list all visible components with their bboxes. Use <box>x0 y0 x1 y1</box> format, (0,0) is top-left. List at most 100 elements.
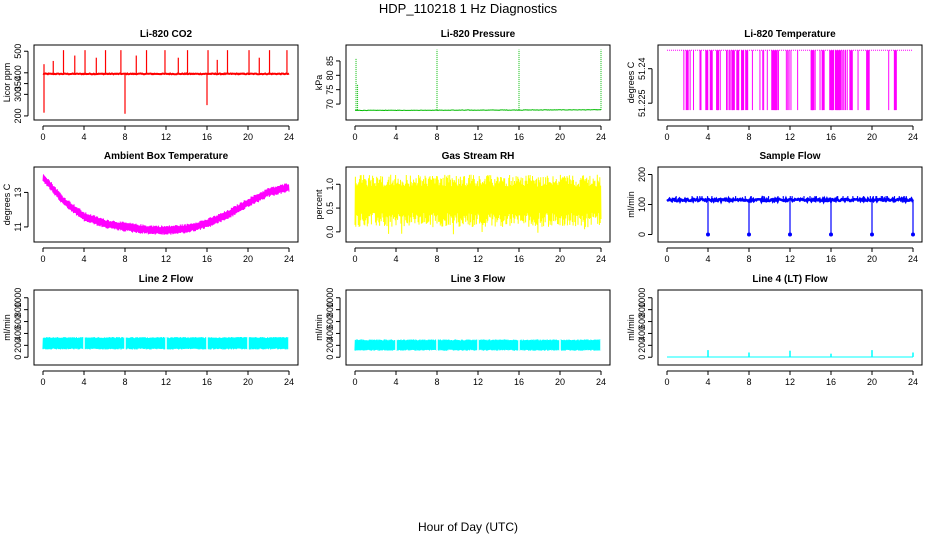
y-tick-label: 400 <box>13 326 23 341</box>
x-tick-label: 16 <box>202 132 212 142</box>
x-tick-label: 4 <box>393 132 398 142</box>
panel-frame <box>345 166 611 243</box>
x-tick-label: 0 <box>664 377 669 387</box>
series-1 <box>42 50 290 114</box>
panel-frame <box>657 44 923 121</box>
y-tick-label: 0 <box>13 355 23 360</box>
x-tick-label: 4 <box>81 254 86 264</box>
y-tick-label: 800 <box>637 302 647 317</box>
x-tick-label: 24 <box>596 132 606 142</box>
x-tick-label: 24 <box>908 377 918 387</box>
x-tick-label: 16 <box>826 132 836 142</box>
y-tick-label: 100 <box>637 197 647 212</box>
panel-ylabel: percent <box>314 189 324 220</box>
series-5 <box>354 174 602 235</box>
x-tick-label: 8 <box>122 254 127 264</box>
panel-ylabel: ml/min <box>626 191 636 218</box>
y-tick-label: 1000 <box>637 288 647 308</box>
figure-title: HDP_110218 1 Hz Diagnostics <box>379 1 558 16</box>
flow-dip-point <box>706 232 710 237</box>
y-tick-label: 400 <box>637 326 647 341</box>
x-tick-label: 20 <box>243 377 253 387</box>
x-tick-label: 12 <box>161 377 171 387</box>
x-tick-label: 16 <box>202 377 212 387</box>
y-tick-label: 13 <box>13 187 23 197</box>
y-tick-label: 300 <box>13 87 23 102</box>
co2-trace <box>42 72 290 76</box>
panel-8: Line 3 Flow ml/min 0 4 8 12 16 20 24 0 20040060080… <box>314 274 611 387</box>
x-tick-label: 12 <box>161 254 171 264</box>
x-tick-label: 8 <box>434 254 439 264</box>
x-tick-label: 16 <box>202 254 212 264</box>
y-tick-label: 85 <box>325 56 335 66</box>
x-tick-label: 16 <box>826 377 836 387</box>
figure-xlabel: Hour of Day (UTC) <box>418 520 518 534</box>
panel-frame <box>33 166 299 243</box>
y-tick-label: 11 <box>13 222 23 231</box>
panel-title: Gas Stream RH <box>442 151 515 162</box>
x-tick-label: 12 <box>161 132 171 142</box>
panel-frame <box>33 44 299 121</box>
y-tick-label: 0.5 <box>325 202 335 215</box>
x-tick-label: 12 <box>785 132 795 142</box>
x-tick-label: 12 <box>473 132 483 142</box>
panel-title: Li-820 Temperature <box>744 29 836 40</box>
x-tick-label: 12 <box>785 377 795 387</box>
x-tick-label: 24 <box>908 132 918 142</box>
series-6 <box>666 195 915 237</box>
series-7 <box>42 336 290 350</box>
rh-trace <box>354 174 602 235</box>
y-tick-label: 51.225 <box>637 89 647 117</box>
y-tick-label: 0.0 <box>325 226 335 239</box>
x-tick-label: 4 <box>705 377 710 387</box>
series-4 <box>42 174 290 235</box>
x-tick-label: 20 <box>867 377 877 387</box>
y-tick-label: 400 <box>325 326 335 341</box>
y-tick-label: 0 <box>325 355 335 360</box>
x-tick-label: 20 <box>243 254 253 264</box>
panel-frame <box>345 289 611 366</box>
y-tick-label: 200 <box>637 338 647 353</box>
y-tick-label: 75 <box>325 85 335 95</box>
x-tick-label: 0 <box>664 254 669 264</box>
x-tick-label: 0 <box>352 132 357 142</box>
panel-ylabel: ml/min <box>314 314 324 341</box>
y-tick-label: 51.24 <box>637 57 647 80</box>
panel-ylabel: ml/min <box>626 314 636 341</box>
x-tick-label: 4 <box>393 377 398 387</box>
x-tick-label: 20 <box>555 132 565 142</box>
panel-title: Line 3 Flow <box>451 274 506 285</box>
x-tick-label: 20 <box>867 254 877 264</box>
y-tick-label: 0 <box>637 232 647 237</box>
flow-dip-point <box>788 232 792 237</box>
ambient-trace <box>42 174 290 235</box>
x-tick-label: 24 <box>596 377 606 387</box>
series-3 <box>667 49 913 111</box>
x-tick-label: 8 <box>122 377 127 387</box>
panel-4: Ambient Box Temperature degrees C 0 4 8 12 16 2… <box>2 151 299 264</box>
series-8 <box>354 339 602 351</box>
x-tick-label: 4 <box>705 132 710 142</box>
y-tick-label: 600 <box>637 314 647 329</box>
flow-dip-point <box>870 232 874 237</box>
x-tick-label: 8 <box>122 132 127 142</box>
x-tick-label: 24 <box>284 254 294 264</box>
panel-title: Li-820 Pressure <box>441 29 516 40</box>
y-tick-label: 800 <box>13 302 23 317</box>
x-tick-label: 20 <box>555 254 565 264</box>
y-tick-label: 80 <box>325 70 335 80</box>
y-tick-label: 200 <box>13 108 23 123</box>
panel-3: Li-820 Temperature degrees C 0 4 8 12 16 20 24 51… <box>626 29 923 142</box>
y-tick-label: 800 <box>325 302 335 317</box>
x-tick-label: 8 <box>434 377 439 387</box>
y-tick-label: 70 <box>325 99 335 109</box>
panel-frame <box>657 289 923 366</box>
y-tick-label: 400 <box>13 65 23 80</box>
y-tick-label: 0 <box>637 355 647 360</box>
y-tick-label: 1000 <box>325 288 335 308</box>
x-tick-label: 24 <box>908 254 918 264</box>
y-tick-label: 600 <box>325 314 335 329</box>
x-tick-label: 24 <box>284 377 294 387</box>
series-9 <box>667 350 914 358</box>
